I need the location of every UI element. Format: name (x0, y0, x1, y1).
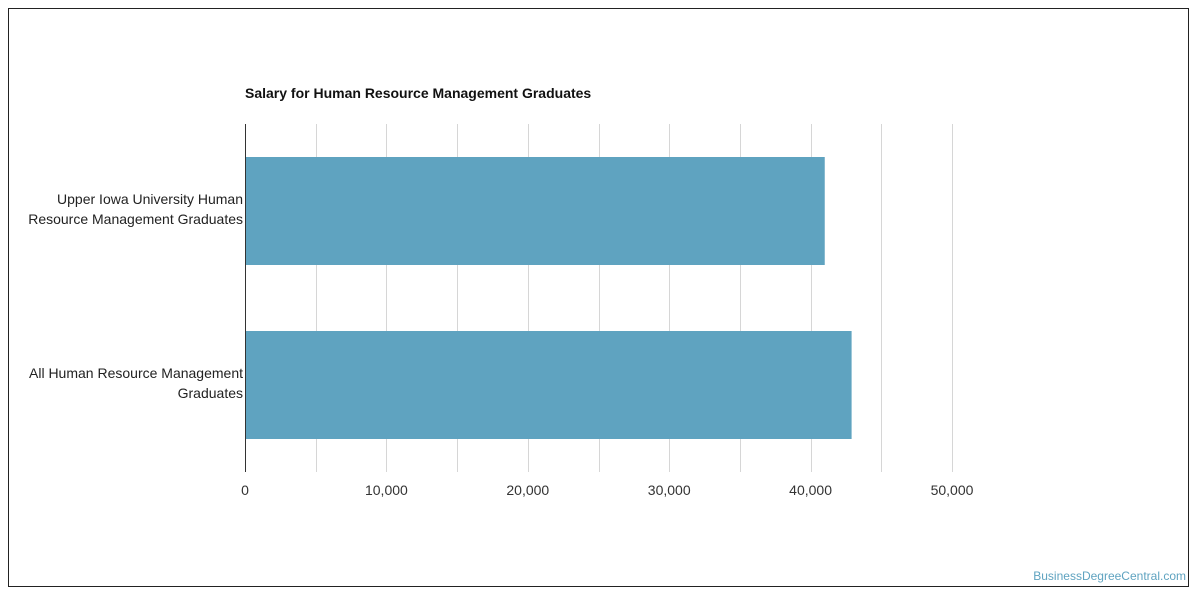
x-tick-label: 50,000 (931, 482, 974, 498)
x-tick-label: 20,000 (506, 482, 549, 498)
x-tick-label: 40,000 (789, 482, 832, 498)
x-tick-label: 0 (241, 482, 249, 498)
category-label-line: All Human Resource Management (29, 365, 243, 381)
bar-2 (245, 331, 852, 439)
chart-title: Salary for Human Resource Management Gra… (245, 85, 592, 101)
category-label: All Human Resource Management Graduates (29, 363, 243, 403)
watermark: BusinessDegreeCentral.com (1033, 569, 1186, 583)
category-label: Upper Iowa University Human Resource Mana… (28, 189, 243, 229)
x-tick-label: 30,000 (648, 482, 691, 498)
category-label-line: Graduates (177, 385, 243, 401)
x-tick-label: 10,000 (365, 482, 408, 498)
category-label-line: Upper Iowa University Human (57, 191, 243, 207)
category-label-line: Resource Management Graduates (28, 211, 243, 227)
bar-1 (245, 157, 825, 265)
chart-frame (8, 8, 1189, 587)
